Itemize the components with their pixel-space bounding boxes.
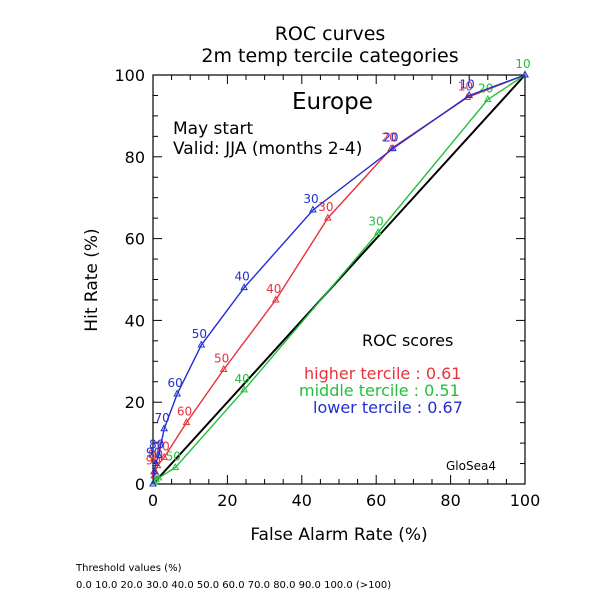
data-point	[374, 227, 382, 235]
y-tick-label: 80	[125, 148, 145, 167]
data-point	[150, 467, 158, 475]
threshold-label: 40	[234, 270, 249, 284]
data-point	[323, 213, 332, 221]
threshold-label: 60	[168, 376, 183, 390]
threshold-label: 50	[214, 351, 229, 365]
data-point	[154, 450, 163, 458]
y-tick-label: 20	[125, 393, 145, 412]
threshold-label: 10	[460, 77, 475, 91]
threshold-label: 50	[166, 450, 181, 464]
data-point	[182, 418, 191, 426]
data-point	[389, 144, 397, 152]
threshold-label: 30	[318, 200, 333, 214]
threshold-label: 40	[234, 372, 249, 386]
data-point	[240, 385, 248, 393]
start-label: May start	[173, 119, 253, 139]
threshold-values: 0.0 10.0 20.0 30.0 40.0 50.0 60.0 70.0 8…	[76, 580, 392, 591]
threshold-label: 70	[155, 411, 170, 425]
x-tick-label: 40	[292, 491, 312, 510]
data-point	[149, 479, 157, 487]
threshold-label: 20	[381, 131, 396, 145]
data-point	[271, 295, 280, 303]
data-point	[463, 92, 472, 100]
series-line	[152, 74, 526, 485]
x-tick-label: 0	[148, 491, 158, 510]
data-point	[309, 205, 317, 213]
axes: 0 20 40 60 80 100 0 20 40 60 80 100	[114, 66, 540, 510]
threshold-label: 90	[146, 446, 161, 460]
data-point	[465, 90, 474, 98]
threshold-label: 20	[478, 82, 493, 96]
data-point	[171, 463, 180, 471]
series-line	[152, 74, 526, 485]
x-tick-label: 60	[366, 491, 386, 510]
threshold-label: 10	[458, 79, 473, 93]
series-layer: 1020304050607080901020304050102030405060…	[146, 57, 531, 487]
y-axis-title: Hit Rate (%)	[82, 228, 102, 331]
threshold-title: Threshold values (%)	[76, 563, 182, 574]
x-tick-label: 20	[217, 491, 237, 510]
score-middle-tercile: middle tercile : 0.51	[299, 381, 460, 400]
chart-subtitle: 2m temp tercile categories	[201, 45, 458, 67]
threshold-label: 70	[155, 439, 170, 453]
threshold-label: 50	[192, 327, 207, 341]
x-tick-label: 100	[510, 491, 541, 510]
x-axis-title: False Alarm Rate (%)	[250, 525, 427, 545]
roc-scores-title: ROC scores	[362, 331, 453, 350]
data-point	[154, 473, 163, 481]
data-point	[197, 340, 206, 348]
chart-title: ROC curves	[275, 23, 386, 45]
score-higher-tercile: higher tercile : 0.61	[304, 364, 461, 383]
data-point	[521, 70, 529, 78]
threshold-label: 20	[383, 131, 398, 145]
threshold-label: 10	[515, 57, 530, 71]
data-point	[219, 364, 228, 372]
y-tick-label: 100	[114, 66, 145, 85]
threshold-label: 30	[368, 214, 383, 228]
y-tick-label: 60	[125, 230, 145, 249]
y-tick-label: 40	[125, 311, 145, 330]
threshold-label: 60	[177, 405, 192, 419]
valid-label: Valid: JJA (months 2-4)	[173, 139, 362, 159]
data-point	[173, 389, 182, 397]
model-label: GloSea4	[446, 459, 496, 473]
series-line	[152, 74, 526, 485]
threshold-label: 40	[266, 282, 281, 296]
data-point	[483, 94, 492, 103]
data-point	[160, 452, 169, 460]
y-tick-label: 0	[135, 475, 145, 494]
data-point	[240, 283, 248, 291]
threshold-label: 30	[303, 192, 318, 206]
threshold-label: 80	[149, 437, 164, 451]
data-point	[151, 459, 160, 467]
score-lower-tercile: lower tercile : 0.67	[313, 398, 463, 417]
region-label: Europe	[292, 89, 373, 115]
data-point	[160, 424, 169, 432]
x-tick-label: 80	[440, 491, 460, 510]
